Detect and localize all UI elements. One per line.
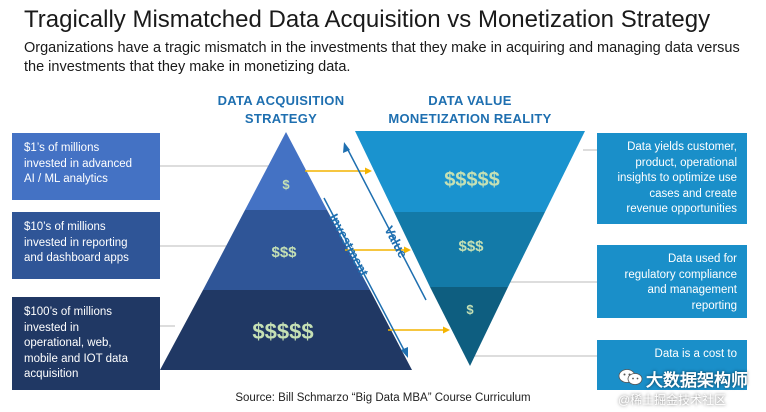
orange-arrowhead-2 [404, 246, 411, 254]
watermark-main-text: 大数据架构师 [646, 371, 748, 390]
left-box-1-line-2: invested in advanced [24, 157, 133, 170]
monetization-header-line-1: DATA VALUE [428, 93, 512, 108]
investment-arrowhead [401, 347, 408, 358]
funnel-label-middle: $$$ [458, 238, 484, 255]
left-box-2-line-1: $10’s of millions [24, 221, 106, 233]
left-box-2-line-3: and dashboard apps [24, 252, 129, 264]
left-box-3-line-3: operational, web, [24, 337, 112, 349]
right-box-2-line-3: and management [647, 284, 737, 296]
wechat-icon [618, 369, 643, 385]
right-box-insights: Data yields customer, product, operation… [597, 133, 747, 224]
right-box-3-line-1: Data is a cost to [654, 348, 737, 360]
pyramid-label-middle: $$$ [271, 244, 297, 261]
right-box-1-line-3: insights to optimize use [617, 172, 737, 184]
value-arrowhead [343, 142, 350, 153]
left-box-1-line-3: AI / ML analytics [24, 173, 108, 185]
pyramid-label-top: $ [282, 177, 290, 192]
right-box-1-line-2: product, operational [635, 156, 737, 169]
left-box-3-line-5: acquisition [24, 368, 79, 380]
right-box-1-line-1: Data yields customer, [627, 141, 737, 153]
value-arrow-line [346, 147, 427, 301]
left-box-analytics: $1’s of millions invested in advanced AI… [12, 133, 160, 200]
left-box-3-line-4: mobile and IOT data [24, 352, 128, 365]
right-box-cost: Data is a cost to [597, 340, 747, 390]
pyramid-middle-tier [203, 210, 370, 290]
left-box-3-line-1: $100’s of millions [24, 306, 113, 318]
monetization-header-line-2: MONETIZATION REALITY [388, 111, 552, 126]
page-title: Tragically Mismatched Data Acquisition v… [24, 6, 711, 33]
funnel-middle-tier [394, 212, 545, 287]
watermark: 大数据架构师 @稀土掘金技术社区 [616, 362, 766, 412]
acquisition-header-line-2: STRATEGY [244, 111, 318, 126]
pyramid-top-tier [245, 132, 327, 210]
pyramid-bottom-tier [160, 290, 412, 370]
funnel-bottom-tier [430, 287, 508, 366]
source-caption: Source: Bill Schmarzo “Big Data MBA” Cou… [235, 392, 531, 404]
right-box-compliance: Data used for regulatory compliance and … [597, 245, 747, 318]
orange-arrows [305, 167, 450, 334]
monetization-header: DATA VALUE MONETIZATION REALITY [370, 92, 570, 128]
acquisition-header-line-1: DATA ACQUISITION [217, 93, 345, 108]
orange-arrowhead-3 [443, 326, 450, 334]
right-box-2-line-1: Data used for [667, 253, 737, 265]
left-box-2-line-2: invested in reporting [24, 236, 128, 249]
pyramid-label-bottom: $$$$$ [252, 319, 313, 344]
funnel-label-bottom: $ [466, 302, 474, 317]
left-box-3-line-2: invested in [24, 321, 79, 334]
page-subtitle: Organizations have a tragic mismatch in … [24, 40, 740, 75]
right-box-2-line-4: reporting [691, 299, 737, 312]
right-box-2-line-2: regulatory compliance [624, 268, 737, 281]
acquisition-header: DATA ACQUISITION STRATEGY [196, 92, 366, 128]
left-box-1-line-1: $1’s of millions [24, 142, 100, 154]
left-box-acquisition: $100’s of millions invested in operation… [12, 297, 160, 390]
watermark-sub-text: @稀土掘金技术社区 [618, 393, 727, 407]
funnel-label-top: $$$$$ [444, 169, 500, 191]
right-box-1-line-4: cases and create [649, 187, 737, 200]
investment-arrow-line [323, 197, 406, 353]
funnel-top-tier [355, 131, 585, 212]
right-box-1-line-5: revenue opportunities [626, 203, 737, 215]
left-box-reporting: $10’s of millions invested in reporting … [12, 212, 160, 279]
orange-arrowhead-1 [365, 167, 372, 175]
